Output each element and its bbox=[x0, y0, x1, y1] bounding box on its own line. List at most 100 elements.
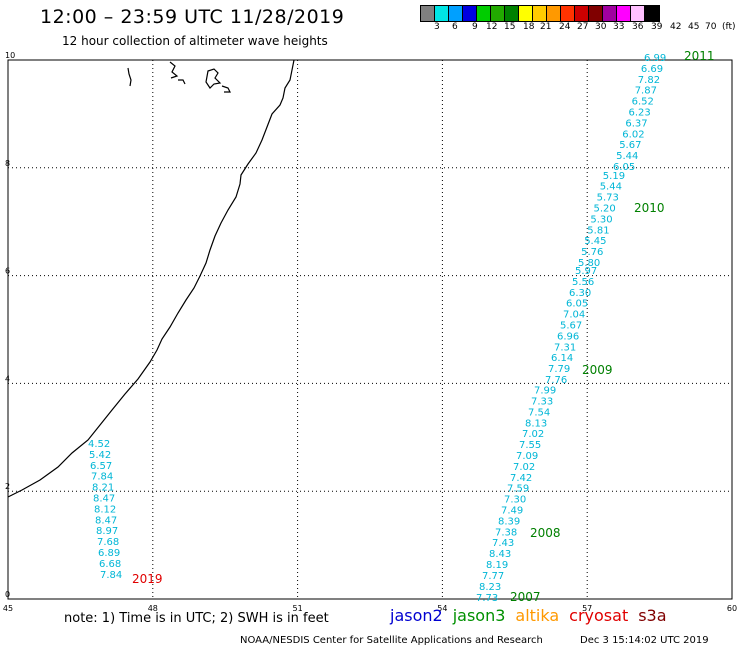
x-tick-label: 57 bbox=[582, 604, 592, 613]
legend-swatch bbox=[491, 6, 505, 21]
x-tick-label: 48 bbox=[148, 604, 158, 613]
swh-value: 5.44 bbox=[616, 151, 638, 162]
legend-label: 42 bbox=[670, 22, 682, 32]
swh-value: 6.89 bbox=[98, 548, 120, 559]
track-2011: 6.055.445.676.026.376.236.527.877.826.69… bbox=[613, 49, 715, 173]
swh-value: 5.45 bbox=[584, 236, 606, 247]
swh-value: 7.77 bbox=[482, 571, 504, 582]
swh-value: 7.09 bbox=[516, 451, 538, 462]
x-tick-label: 54 bbox=[437, 604, 447, 613]
swh-value: 7.42 bbox=[510, 473, 532, 484]
swh-value: 7.38 bbox=[495, 527, 517, 538]
swh-value: 7.73 bbox=[476, 593, 498, 604]
track-2009: 7.767.796.147.316.965.677.046.056.305.56… bbox=[545, 266, 613, 386]
satellite-jason2: jason2 bbox=[390, 606, 443, 625]
swh-value: 7.76 bbox=[545, 375, 567, 386]
swh-value: 5.67 bbox=[560, 321, 582, 332]
island bbox=[221, 85, 231, 93]
island bbox=[169, 61, 179, 79]
legend-label: 9 bbox=[472, 22, 478, 32]
y-tick-label: 4 bbox=[5, 374, 10, 383]
legend-swatch bbox=[617, 6, 631, 21]
swh-value: 7.04 bbox=[563, 310, 585, 321]
legend-swatch bbox=[631, 6, 645, 21]
island bbox=[205, 68, 222, 89]
swh-value: 8.13 bbox=[525, 418, 547, 429]
swh-value: 5.44 bbox=[600, 182, 622, 193]
year-label: 2019 bbox=[132, 572, 163, 586]
swh-value: 6.68 bbox=[99, 559, 121, 570]
swh-value: 8.23 bbox=[479, 582, 501, 593]
swh-value: 6.02 bbox=[622, 129, 644, 140]
satellite-cryosat: cryosat bbox=[569, 606, 629, 625]
swh-value: 8.47 bbox=[93, 494, 115, 505]
legend-swatch bbox=[519, 6, 533, 21]
y-tick-label: 10 bbox=[5, 51, 15, 60]
chart-title: 12:00 – 23:59 UTC 11/28/2019 bbox=[40, 6, 345, 28]
islands bbox=[127, 61, 231, 93]
track-2010: 5.805.765.455.815.305.205.735.445.19 2010 bbox=[578, 171, 665, 269]
swh-value: 5.67 bbox=[619, 140, 641, 151]
swh-value: 6.30 bbox=[569, 288, 591, 299]
satellite-legend: jason2 jason3 altika cryosat s3a bbox=[390, 606, 677, 625]
legend-swatch bbox=[603, 6, 617, 21]
legend-label: 12 bbox=[486, 22, 498, 32]
y-tick-label: 6 bbox=[5, 267, 10, 276]
legend-label: 33 bbox=[613, 22, 625, 32]
swh-value: 6.37 bbox=[625, 118, 647, 129]
swh-value: 5.56 bbox=[572, 277, 594, 288]
swh-value: 7.02 bbox=[513, 462, 535, 473]
map-frame bbox=[7, 59, 733, 600]
satellite-altika: altika bbox=[515, 606, 560, 625]
swh-value: 5.73 bbox=[597, 193, 619, 204]
swh-value: 7.54 bbox=[528, 407, 550, 418]
swh-value: 7.43 bbox=[492, 538, 514, 549]
chart-subtitle: 12 hour collection of altimeter wave hei… bbox=[62, 34, 328, 48]
swh-value: 5.81 bbox=[587, 225, 609, 236]
legend-label: 27 bbox=[577, 22, 589, 32]
track-2008: 8.198.437.437.388.397.497.307.597.427.02… bbox=[486, 386, 561, 571]
swh-value: 8.12 bbox=[94, 504, 116, 515]
legend-swatch bbox=[561, 6, 575, 21]
swh-value: 6.69 bbox=[641, 64, 663, 75]
year-label: 2010 bbox=[634, 201, 665, 215]
swh-value: 7.68 bbox=[97, 537, 119, 548]
legend-swatch bbox=[421, 6, 435, 21]
y-tick-label: 8 bbox=[5, 159, 10, 168]
x-tick-label: 51 bbox=[293, 604, 303, 613]
legend-swatch bbox=[435, 6, 449, 21]
year-label: 2011 bbox=[684, 49, 715, 63]
satellite-s3a: s3a bbox=[638, 606, 667, 625]
grid-lines bbox=[8, 60, 732, 599]
track-2019: 4.525.426.577.848.218.478.128.478.977.68… bbox=[88, 439, 163, 586]
swh-value: 7.55 bbox=[519, 440, 541, 451]
swh-value: 7.84 bbox=[100, 570, 122, 581]
swh-value: 8.43 bbox=[489, 549, 511, 560]
swh-value: 7.33 bbox=[531, 397, 553, 408]
swh-value: 7.99 bbox=[534, 386, 556, 397]
legend-swatch bbox=[463, 6, 477, 21]
legend-swatch bbox=[547, 6, 561, 21]
swh-value: 6.99 bbox=[644, 53, 666, 64]
coastline bbox=[7, 59, 295, 498]
note-text: note: 1) Time is in UTC; 2) SWH is in fe… bbox=[64, 611, 329, 626]
swh-value: 6.05 bbox=[613, 162, 635, 173]
legend-label: 18 bbox=[523, 22, 535, 32]
legend-swatch bbox=[477, 6, 491, 21]
footer-credit: NOAA/NESDIS Center for Satellite Applica… bbox=[240, 635, 543, 646]
satellite-jason3: jason3 bbox=[452, 606, 506, 625]
swh-value: 5.80 bbox=[578, 258, 600, 269]
swh-value: 5.42 bbox=[89, 450, 111, 461]
legend-label: 36 bbox=[632, 22, 644, 32]
legend-label: 39 bbox=[651, 22, 663, 32]
legend-label: 24 bbox=[559, 22, 571, 32]
swh-value: 7.84 bbox=[91, 472, 113, 483]
swh-value: 7.49 bbox=[501, 506, 523, 517]
island bbox=[127, 67, 132, 87]
swh-value: 7.82 bbox=[638, 75, 660, 86]
legend-swatch bbox=[449, 6, 463, 21]
island bbox=[178, 79, 186, 85]
legend-label: 6 bbox=[452, 22, 458, 32]
x-tick-label: 60 bbox=[727, 604, 737, 613]
legend-label: 15 bbox=[504, 22, 516, 32]
